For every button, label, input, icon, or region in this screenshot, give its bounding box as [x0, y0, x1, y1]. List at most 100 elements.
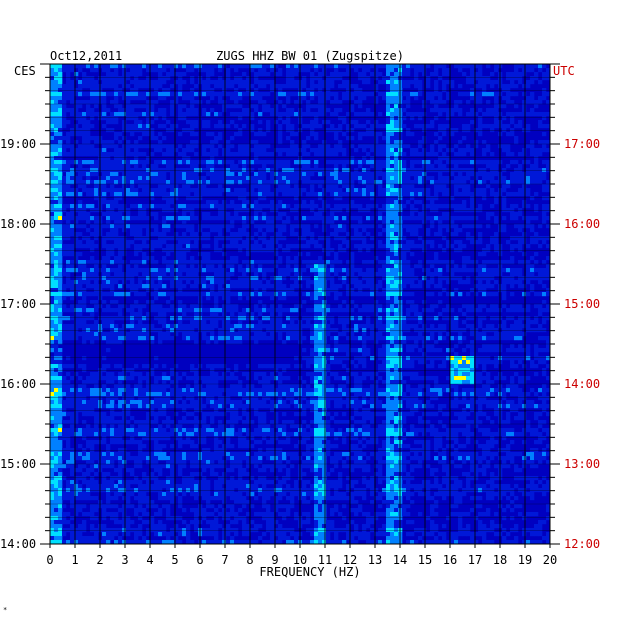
heatmap-cell — [538, 64, 543, 69]
heatmap-cell — [134, 168, 139, 173]
heatmap-cell — [494, 80, 499, 85]
heatmap-cell — [62, 104, 67, 109]
heatmap-cell — [230, 240, 235, 245]
heatmap-cell — [486, 144, 491, 149]
heatmap-cell — [262, 176, 267, 181]
heatmap-cell — [182, 324, 187, 329]
heatmap-cell — [106, 92, 111, 97]
heatmap-cell — [202, 188, 207, 193]
heatmap-cell — [294, 308, 299, 313]
heatmap-cell — [154, 244, 159, 249]
heatmap-cell — [106, 72, 111, 77]
heatmap-cell — [386, 284, 391, 289]
heatmap-cell — [186, 128, 191, 133]
heatmap-cell — [246, 224, 251, 229]
heatmap-cell — [362, 168, 367, 173]
heatmap-cell — [386, 172, 391, 177]
heatmap-cell — [438, 216, 443, 221]
heatmap-cell — [142, 260, 147, 265]
heatmap-cell — [182, 176, 187, 181]
heatmap-cell — [514, 180, 519, 185]
heatmap-cell — [90, 92, 95, 97]
heatmap-cell — [106, 304, 111, 309]
heatmap-cell — [270, 68, 275, 73]
heatmap-cell — [122, 328, 127, 333]
heatmap-cell — [522, 308, 527, 313]
heatmap-cell — [478, 288, 483, 293]
heatmap-cell — [318, 320, 323, 325]
heatmap-cell — [526, 204, 531, 209]
heatmap-cell — [90, 192, 95, 197]
heatmap-cell — [474, 76, 479, 81]
heatmap-cell — [70, 96, 75, 101]
heatmap-cell — [134, 248, 139, 253]
heatmap-cell — [458, 68, 463, 73]
heatmap-cell — [350, 316, 355, 321]
heatmap-cell — [314, 204, 319, 209]
heatmap-cell — [374, 176, 379, 181]
heatmap-cell — [322, 208, 327, 213]
heatmap-cell — [158, 112, 163, 117]
heatmap-cell — [90, 160, 95, 165]
heatmap-cell — [430, 164, 435, 169]
heatmap-cell — [274, 160, 279, 165]
heatmap-cell — [166, 260, 171, 265]
heatmap-cell — [466, 184, 471, 189]
heatmap-cell — [158, 292, 163, 297]
heatmap-cell — [242, 224, 247, 229]
heatmap-cell — [314, 304, 319, 309]
heatmap-cell — [62, 308, 67, 313]
heatmap-cell — [526, 320, 531, 325]
heatmap-cell — [62, 124, 67, 129]
heatmap-cell — [354, 148, 359, 153]
heatmap-cell — [290, 80, 295, 85]
heatmap-cell — [222, 328, 227, 333]
heatmap-cell — [138, 112, 143, 117]
heatmap-cell — [386, 320, 391, 325]
heatmap-cell — [530, 112, 535, 117]
heatmap-cell — [54, 280, 59, 285]
heatmap-cell — [514, 204, 519, 209]
heatmap-cell — [138, 224, 143, 229]
heatmap-cell — [262, 308, 267, 313]
heatmap-cell — [102, 76, 107, 81]
heatmap-cell — [270, 268, 275, 273]
heatmap-cell — [54, 140, 59, 145]
heatmap-cell — [526, 308, 531, 313]
heatmap-cell — [50, 244, 55, 249]
heatmap-cell — [394, 76, 399, 81]
heatmap-cell — [422, 308, 427, 313]
heatmap-cell — [514, 64, 519, 69]
heatmap-cell — [326, 148, 331, 153]
heatmap-cell — [266, 228, 271, 233]
heatmap-cell — [402, 124, 407, 129]
heatmap-cell — [226, 304, 231, 309]
heatmap-cell — [454, 228, 459, 233]
heatmap-cell — [158, 96, 163, 101]
heatmap-cell — [278, 100, 283, 105]
heatmap-cell — [330, 84, 335, 89]
heatmap-cell — [110, 224, 115, 229]
heatmap-cell — [546, 316, 550, 321]
heatmap-cell — [322, 304, 327, 309]
heatmap-cell — [214, 240, 219, 245]
heatmap-cell — [206, 216, 211, 221]
heatmap-cell — [542, 124, 547, 129]
heatmap-cell — [410, 232, 415, 237]
heatmap-cell — [186, 172, 191, 177]
heatmap-cell — [266, 284, 271, 289]
heatmap-cell — [142, 80, 147, 85]
heatmap-cell — [462, 200, 467, 205]
heatmap-cell — [450, 316, 455, 321]
heatmap-cell — [250, 236, 255, 241]
heatmap-cell — [450, 148, 455, 153]
heatmap-cell — [82, 92, 87, 97]
heatmap-cell — [154, 116, 159, 121]
heatmap-cell — [414, 84, 419, 89]
heatmap-cell — [114, 300, 119, 305]
heatmap-cell — [310, 308, 315, 313]
heatmap-cell — [294, 260, 299, 265]
heatmap-cell — [326, 180, 331, 185]
heatmap-cell — [506, 180, 511, 185]
heatmap-cell — [518, 276, 523, 281]
